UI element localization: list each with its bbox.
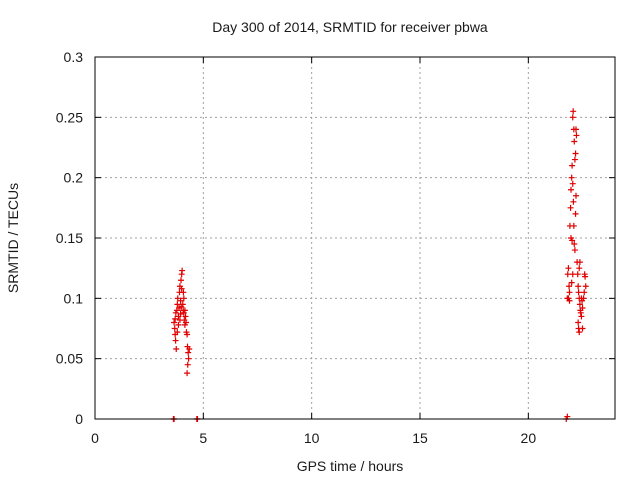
x-tick-label: 5 (199, 430, 207, 446)
data-point (569, 237, 576, 244)
data-point (181, 307, 188, 314)
data-point (179, 301, 186, 308)
data-point (178, 285, 185, 292)
data-point (183, 319, 189, 326)
data-point (576, 265, 583, 272)
data-point (176, 317, 183, 324)
data-point (575, 289, 582, 296)
data-point (572, 210, 579, 217)
data-point (565, 265, 572, 272)
data-point (180, 295, 187, 302)
grid-lines (95, 57, 615, 419)
data-point (569, 162, 576, 169)
y-tick-label: 0.1 (64, 290, 84, 306)
data-point (178, 277, 185, 284)
data-point (573, 132, 580, 139)
data-point (568, 174, 575, 181)
y-tick-label: 0.05 (56, 351, 83, 367)
data-point (572, 150, 579, 157)
data-point (184, 331, 191, 338)
data-point (570, 222, 577, 229)
x-tick-label: 10 (304, 430, 320, 446)
data-point (575, 319, 582, 326)
y-tick-label: 0.25 (56, 109, 83, 125)
data-point (569, 271, 576, 278)
data-point (566, 289, 573, 296)
data-point (567, 204, 574, 211)
data-point (171, 325, 178, 332)
y-axis-label: SRMTID / TECUs (5, 183, 21, 293)
x-tick-label: 0 (91, 430, 99, 446)
data-point (579, 325, 586, 332)
data-point (579, 304, 586, 311)
x-axis-label: GPS time / hours (297, 458, 404, 474)
data-point (177, 311, 184, 318)
data-point (184, 361, 191, 368)
data-point (568, 279, 575, 286)
data-point (182, 313, 189, 320)
data-point (578, 295, 585, 302)
data-point (577, 309, 584, 316)
data-point (566, 283, 573, 290)
data-point (571, 138, 578, 145)
data-point (565, 295, 572, 302)
data-point (184, 370, 191, 377)
data-point (568, 186, 575, 193)
data-point (582, 283, 589, 290)
x-tick-label: 15 (412, 430, 428, 446)
y-tick-label: 0 (75, 411, 83, 427)
data-point (180, 289, 187, 296)
data-point (582, 273, 589, 280)
data-point (576, 301, 583, 308)
x-tick-label: 20 (521, 430, 537, 446)
data-point (175, 321, 182, 328)
y-tick-label: 0.2 (64, 170, 84, 186)
data-point (573, 192, 579, 199)
data-point (186, 346, 193, 353)
data-point (570, 108, 577, 115)
data-point (573, 126, 579, 133)
data-point (179, 267, 186, 274)
chart-title: Day 300 of 2014, SRMTID for receiver pbw… (212, 19, 488, 35)
x-tick-labels: 0 5 10 15 20 (91, 430, 536, 446)
data-point (569, 114, 576, 121)
data-point (185, 355, 192, 362)
data-point (174, 329, 181, 336)
data-point (575, 283, 582, 290)
data-points (170, 108, 589, 422)
y-tick-label: 0.3 (64, 49, 84, 65)
data-point (571, 156, 578, 163)
plot-frame (94, 56, 616, 420)
data-point (571, 241, 578, 248)
data-point (570, 198, 577, 205)
data-point (581, 289, 588, 296)
data-point (173, 346, 180, 353)
data-point (177, 297, 184, 304)
y-tick-label: 0.15 (56, 230, 83, 246)
data-point (576, 329, 583, 336)
data-point (569, 180, 576, 187)
data-point (576, 259, 583, 266)
data-point (174, 301, 181, 308)
data-point (171, 319, 178, 326)
data-point (172, 315, 179, 322)
data-point (172, 337, 179, 344)
y-tick-labels: 0 0.05 0.1 0.15 0.2 0.25 0.3 (56, 49, 83, 427)
data-point (571, 247, 578, 254)
data-point (185, 349, 192, 356)
data-point (578, 313, 585, 320)
